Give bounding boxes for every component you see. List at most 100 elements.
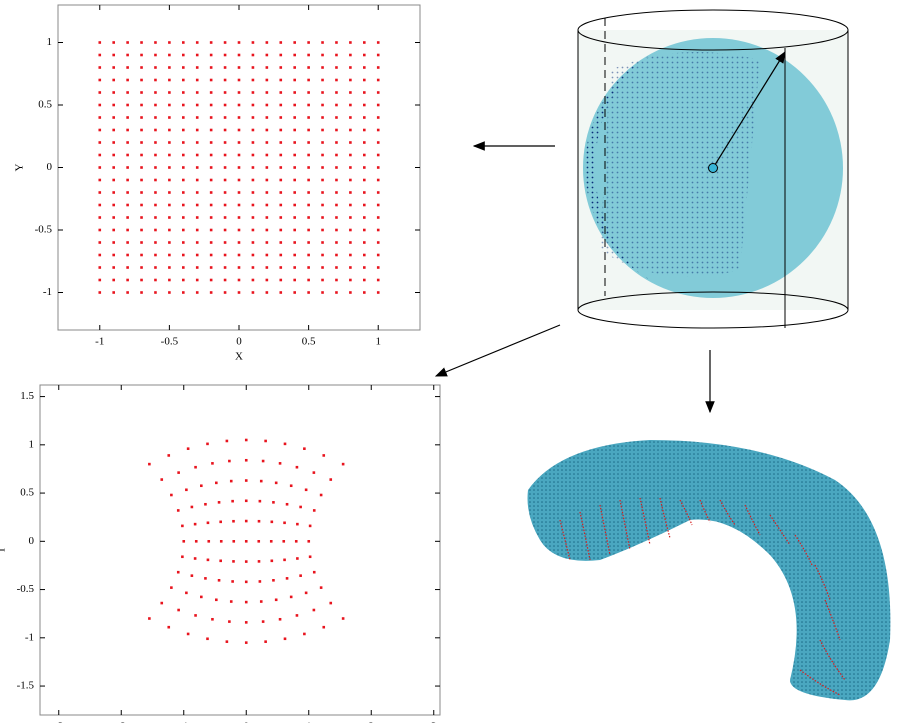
point — [266, 266, 269, 269]
point — [260, 600, 263, 603]
point — [335, 179, 338, 182]
point — [279, 141, 282, 144]
point — [293, 229, 296, 232]
point — [377, 254, 380, 257]
point — [335, 91, 338, 94]
point — [293, 79, 296, 82]
point — [206, 443, 209, 446]
point — [377, 204, 380, 207]
point — [307, 254, 310, 257]
point — [126, 191, 129, 194]
point — [321, 91, 324, 94]
point — [231, 500, 234, 503]
point — [252, 266, 255, 269]
point — [279, 104, 282, 107]
point — [303, 447, 306, 450]
point — [182, 166, 185, 169]
point — [210, 154, 213, 157]
plot-frame — [40, 385, 440, 715]
point — [284, 637, 287, 640]
point — [363, 191, 366, 194]
deformed-surface — [528, 440, 891, 700]
point — [342, 617, 345, 620]
point — [313, 509, 316, 512]
point — [196, 154, 199, 157]
sphere-points — [600, 52, 760, 277]
point — [140, 216, 143, 219]
point — [363, 41, 366, 44]
point — [168, 141, 171, 144]
point — [279, 279, 282, 282]
point — [224, 191, 227, 194]
point — [377, 241, 380, 244]
point — [154, 129, 157, 132]
point — [196, 229, 199, 232]
point — [126, 41, 129, 44]
point — [182, 116, 185, 119]
point — [168, 116, 171, 119]
point — [219, 521, 222, 524]
point — [266, 91, 269, 94]
point — [349, 91, 352, 94]
point — [363, 229, 366, 232]
point — [196, 266, 199, 269]
point — [210, 279, 213, 282]
point — [321, 154, 324, 157]
point — [154, 54, 157, 57]
point — [293, 54, 296, 57]
point — [252, 166, 255, 169]
point — [98, 216, 101, 219]
point — [252, 216, 255, 219]
point — [126, 79, 129, 82]
point — [126, 104, 129, 107]
point — [238, 179, 241, 182]
point — [266, 54, 269, 57]
figure: -1-0.500.51-1-0.500.51XY-3-2-10123-1.5-1… — [0, 0, 898, 723]
point — [112, 241, 115, 244]
point — [321, 79, 324, 82]
point — [349, 141, 352, 144]
point — [321, 116, 324, 119]
point — [112, 266, 115, 269]
point — [307, 79, 310, 82]
point — [98, 254, 101, 257]
point — [307, 154, 310, 157]
point — [296, 523, 299, 526]
point — [279, 266, 282, 269]
point — [363, 154, 366, 157]
point — [349, 254, 352, 257]
point — [349, 41, 352, 44]
point — [307, 116, 310, 119]
point — [342, 463, 345, 466]
point — [252, 104, 255, 107]
point — [112, 141, 115, 144]
point — [238, 204, 241, 207]
point — [168, 91, 171, 94]
point — [245, 621, 248, 624]
center-point — [709, 164, 718, 173]
point — [224, 229, 227, 232]
point — [322, 454, 325, 457]
point — [299, 506, 302, 509]
point — [182, 241, 185, 244]
point — [363, 291, 366, 294]
point — [182, 179, 185, 182]
point — [154, 191, 157, 194]
point — [210, 129, 213, 132]
point — [126, 254, 129, 257]
point — [126, 54, 129, 57]
point — [321, 254, 324, 257]
point — [154, 179, 157, 182]
point — [335, 116, 338, 119]
point — [290, 484, 293, 487]
point — [260, 480, 263, 483]
point — [182, 129, 185, 132]
point — [126, 91, 129, 94]
point — [363, 266, 366, 269]
point — [238, 266, 241, 269]
point — [206, 637, 209, 640]
point — [266, 116, 269, 119]
point — [168, 229, 171, 232]
point — [307, 279, 310, 282]
point — [238, 254, 241, 257]
